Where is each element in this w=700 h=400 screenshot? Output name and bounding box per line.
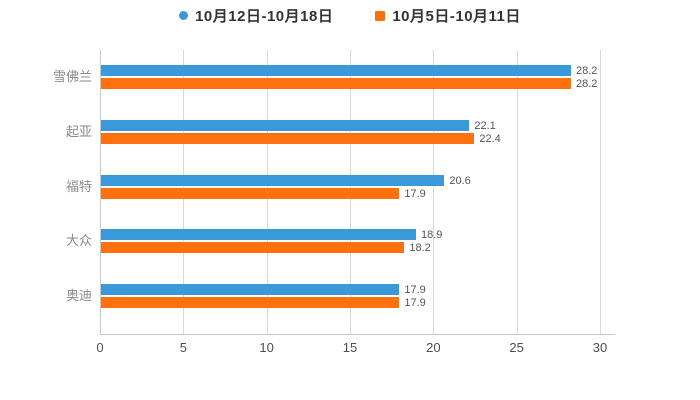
bar-大众-series0 bbox=[101, 229, 416, 241]
x-tick-label-5: 5 bbox=[179, 340, 187, 355]
value-label-雪佛兰-series0: 28.2 bbox=[576, 65, 598, 77]
bar-起亚-series0 bbox=[101, 119, 470, 131]
x-tick-label-10: 10 bbox=[259, 340, 274, 355]
value-label-奥迪-series1: 17.9 bbox=[404, 297, 426, 309]
value-label-福特-series0: 20.6 bbox=[449, 174, 471, 187]
value-label-大众-series1: 18.2 bbox=[409, 242, 431, 255]
x-tick-label-25: 25 bbox=[509, 340, 524, 355]
chart-legend: 10月12日-10月18日 10月5日-10月11日 bbox=[0, 5, 700, 26]
value-label-起亚-series0: 22.1 bbox=[474, 119, 496, 132]
legend-label: 10月5日-10月11日 bbox=[392, 8, 521, 25]
bar-奥迪-series0 bbox=[101, 284, 400, 295]
square-icon bbox=[375, 10, 386, 21]
value-label-起亚-series1: 22.4 bbox=[479, 132, 501, 145]
category-label-1: 起亚 bbox=[65, 123, 92, 139]
gridline-x-30 bbox=[600, 50, 601, 334]
category-label-2: 福特 bbox=[65, 178, 92, 194]
value-label-雪佛兰-series1: 28.2 bbox=[576, 78, 598, 90]
bar-雪佛兰-series1 bbox=[101, 78, 571, 89]
legend-label: 10月12日-10月18日 bbox=[195, 8, 334, 25]
plot-area: 28.2 28.2 22.1 22.4 20.6 17.9 18.9 18.2 17.9 17.9 bbox=[100, 50, 615, 335]
bar-大众-series1 bbox=[101, 242, 405, 254]
category-label-0: 雪佛兰 bbox=[52, 69, 92, 84]
bar-福特-series1 bbox=[101, 187, 400, 199]
x-tick-label-15: 15 bbox=[342, 340, 358, 355]
x-tick-label-20: 20 bbox=[426, 340, 441, 355]
bar-福特-series0 bbox=[101, 174, 445, 186]
value-label-福特-series1: 17.9 bbox=[404, 187, 426, 200]
x-tick-label-0: 0 bbox=[96, 340, 104, 355]
legend-item-1[interactable]: 10月5日-10月11日 bbox=[375, 5, 521, 26]
bar-奥迪-series1 bbox=[101, 297, 400, 308]
value-label-大众-series0: 18.9 bbox=[421, 229, 443, 242]
gridline-x-20 bbox=[433, 50, 435, 334]
circle-icon bbox=[179, 11, 189, 20]
x-tick-label-30: 30 bbox=[592, 340, 608, 355]
legend-item-0[interactable]: 10月12日-10月18日 bbox=[179, 5, 333, 26]
value-label-奥迪-series0: 17.9 bbox=[404, 284, 426, 296]
bar-起亚-series1 bbox=[101, 132, 475, 144]
category-label-3: 大众 bbox=[65, 233, 92, 249]
bar-雪佛兰-series0 bbox=[101, 65, 571, 76]
gridline-x-25 bbox=[516, 50, 518, 334]
category-label-4: 奥迪 bbox=[65, 288, 92, 303]
